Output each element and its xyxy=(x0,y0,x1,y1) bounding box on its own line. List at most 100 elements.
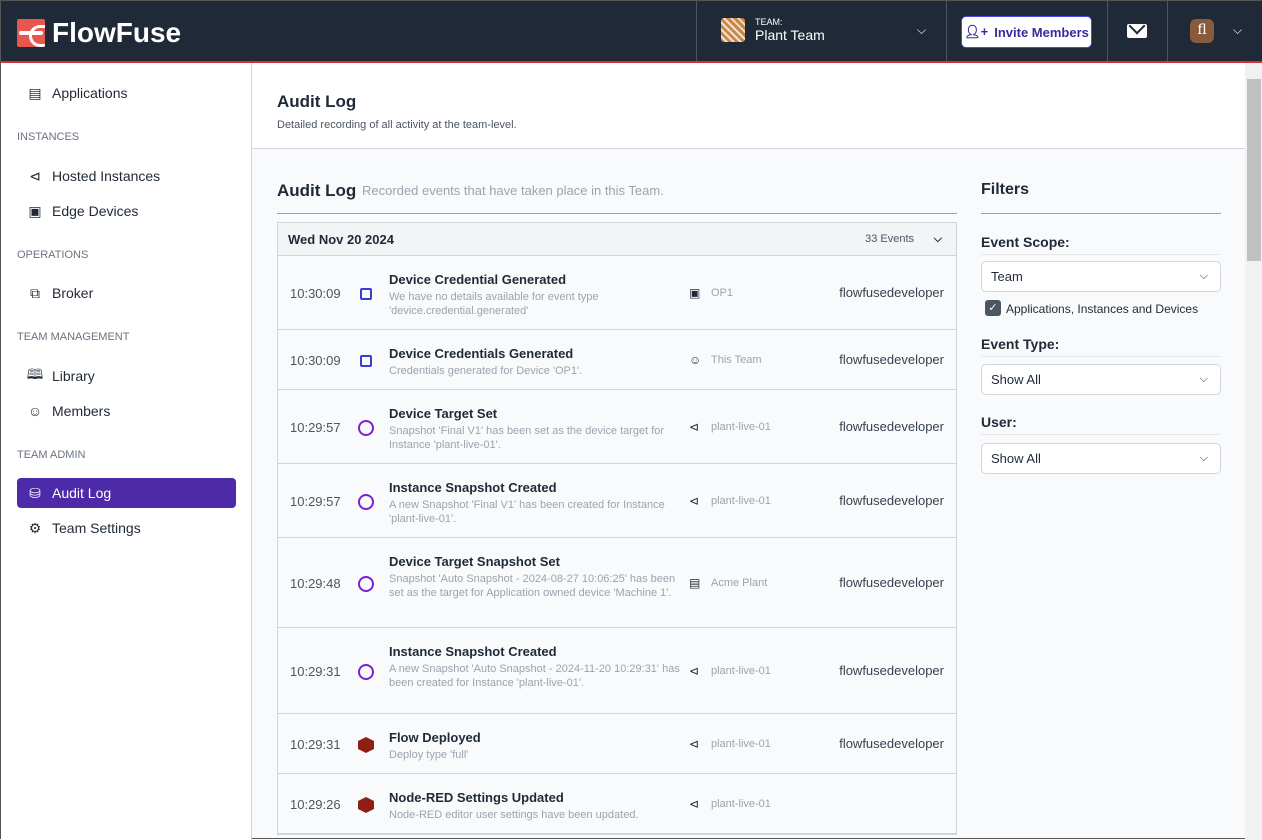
section-operations: OPERATIONS xyxy=(17,249,89,261)
event-time: 10:29:31 xyxy=(290,664,341,679)
logo-icon xyxy=(17,19,45,47)
event-user: flowfusedeveloper xyxy=(839,575,944,590)
event-title: Device Target Snapshot Set xyxy=(389,554,560,569)
chip-icon xyxy=(360,288,372,300)
event-title: Device Target Set xyxy=(389,406,498,421)
chevron-down-icon[interactable]: ⌵ xyxy=(933,232,942,245)
date-group-header[interactable]: Wed Nov 20 2024 33 Events ⌵ xyxy=(278,223,956,256)
event-user: flowfusedeveloper xyxy=(839,736,944,751)
nav-label: Hosted Instances xyxy=(52,168,161,184)
chevron-down-icon[interactable]: ⌵ xyxy=(1233,23,1243,37)
event-scope-select[interactable]: Team ⌵ xyxy=(981,261,1221,292)
sidebar-item-applications[interactable]: ▤ Applications xyxy=(17,78,236,108)
audit-event-row[interactable]: 10:29:48 Device Target Snapshot Set Snapsh… xyxy=(278,538,956,628)
user-select[interactable]: Show All ⌵ xyxy=(981,443,1221,474)
section-team-admin: TEAM ADMIN xyxy=(17,449,86,461)
divider xyxy=(1107,1,1108,61)
filters-title: Filters xyxy=(981,181,1030,198)
audit-event-row[interactable]: 10:30:09 Device Credential Generated We ha… xyxy=(278,256,956,330)
nav-label: Edge Devices xyxy=(52,203,139,219)
event-time: 10:29:57 xyxy=(290,494,341,509)
event-time: 10:29:57 xyxy=(290,420,341,435)
chip-icon: ▣ xyxy=(28,202,42,219)
instance-icon: ⊲ xyxy=(689,494,700,508)
event-scope[interactable]: OP1 xyxy=(711,287,734,299)
event-user: flowfusedeveloper xyxy=(839,352,944,367)
instance-icon: ⊲ xyxy=(689,420,700,434)
sidebar-item-members[interactable]: ☺ Members xyxy=(17,396,236,426)
include-children-checkbox[interactable]: ✓ xyxy=(985,300,1001,316)
event-time: 10:29:31 xyxy=(290,737,341,752)
chevron-down-icon: ⌵ xyxy=(1199,270,1208,282)
rss-icon: ⧉ xyxy=(30,284,40,301)
event-title: Instance Snapshot Created xyxy=(389,480,557,495)
sidebar-item-broker[interactable]: ⧉ Broker xyxy=(17,278,236,308)
sidebar-item-hosted-instances[interactable]: ⊲ Hosted Instances xyxy=(17,161,236,191)
event-scope[interactable]: plant-live-01 xyxy=(711,421,771,433)
user-avatar[interactable]: fl xyxy=(1190,19,1214,43)
sidebar-item-library[interactable]: 🕮︎ Library xyxy=(17,361,236,391)
audit-event-row[interactable]: 10:29:31 Instance Snapshot Created A new S… xyxy=(278,628,956,714)
event-title: Instance Snapshot Created xyxy=(389,644,557,659)
chip-icon: ▣ xyxy=(689,286,701,300)
audit-event-row[interactable]: 10:29:57 Device Target Set Snapshot 'Final… xyxy=(278,390,956,464)
audit-event-row[interactable]: 10:29:26 Node-RED Settings Updated Node-RE… xyxy=(278,774,956,834)
invite-members-button[interactable]: 👤︎+ Invite Members xyxy=(961,16,1092,48)
chip-icon xyxy=(360,355,372,367)
node-red-icon xyxy=(358,737,374,753)
sidebar-item-audit-log[interactable]: ⛁ Audit Log xyxy=(17,478,236,508)
event-user: flowfusedeveloper xyxy=(839,285,944,300)
scrollbar[interactable] xyxy=(1245,63,1262,840)
page-header: Audit Log Detailed recording of all acti… xyxy=(252,63,1245,149)
divider xyxy=(981,213,1221,214)
event-scope[interactable]: plant-live-01 xyxy=(711,665,771,677)
team-label: TEAM: xyxy=(755,17,783,27)
users-icon: ☺ xyxy=(27,403,43,419)
audit-event-row[interactable]: 10:30:09 Device Credentials Generated Cred… xyxy=(278,330,956,390)
select-value: Show All xyxy=(991,372,1041,387)
select-value: Show All xyxy=(991,451,1041,466)
divider xyxy=(277,213,957,214)
chevron-down-icon[interactable]: ⌵ xyxy=(917,23,927,37)
user-filter-label: User: xyxy=(981,414,1221,435)
team-icon: ☺ xyxy=(689,353,702,367)
event-scope-label: Event Scope: xyxy=(981,234,1221,255)
nav-label: Members xyxy=(52,403,111,419)
audit-event-row[interactable]: 10:29:57 Instance Snapshot Created A new S… xyxy=(278,464,956,538)
event-time: 10:29:48 xyxy=(290,576,341,591)
team-name: Plant Team xyxy=(755,27,825,43)
audit-log-title: Audit Log xyxy=(277,181,357,200)
nav-label: Applications xyxy=(52,85,128,101)
team-selector[interactable]: TEAM: Plant Team xyxy=(721,17,825,43)
event-scope[interactable]: This Team xyxy=(711,354,762,366)
nav-label: Broker xyxy=(52,285,94,301)
audit-event-row[interactable]: 10:29:31 Flow Deployed Deploy type 'full' ⊲… xyxy=(278,714,956,774)
event-scope[interactable]: plant-live-01 xyxy=(711,495,771,507)
mail-icon[interactable] xyxy=(1127,24,1147,38)
clock-icon xyxy=(358,576,374,592)
sidebar-item-edge-devices[interactable]: ▣ Edge Devices xyxy=(17,196,236,226)
gear-icon: ⚙ xyxy=(28,519,42,536)
top-bar: FlowFuse TEAM: Plant Team ⌵ 👤︎+ Invite Mem… xyxy=(1,1,1262,63)
event-title: Device Credentials Generated xyxy=(389,346,574,361)
database-icon: ⛁ xyxy=(29,484,41,501)
scrollbar-thumb[interactable] xyxy=(1247,79,1261,261)
instance-icon: ⊲ xyxy=(689,737,700,751)
sidebar: ▤ Applications INSTANCES ⊲ Hosted Instance… xyxy=(1,63,252,840)
divider xyxy=(696,1,697,61)
event-user: flowfusedeveloper xyxy=(839,663,944,678)
applications-icon: ▤ xyxy=(28,84,42,101)
nav-label: Library xyxy=(52,368,95,384)
event-scope[interactable]: Acme Plant xyxy=(711,577,768,589)
sidebar-item-team-settings[interactable]: ⚙ Team Settings xyxy=(17,513,236,543)
audit-event-list: Wed Nov 20 2024 33 Events ⌵ 10:30:09 Device… xyxy=(277,222,957,835)
event-scope[interactable]: plant-live-01 xyxy=(711,738,771,750)
event-description: We have no details available for event t… xyxy=(389,291,599,317)
event-type-select[interactable]: Show All ⌵ xyxy=(981,364,1221,395)
section-team-management: TEAM MANAGEMENT xyxy=(17,331,130,343)
event-type-label: Event Type: xyxy=(981,336,1221,357)
event-scope[interactable]: plant-live-01 xyxy=(711,798,771,810)
event-description: Deploy type 'full' xyxy=(389,749,469,761)
flowfuse-logo[interactable]: FlowFuse xyxy=(17,17,181,49)
event-title: Flow Deployed xyxy=(389,730,481,745)
